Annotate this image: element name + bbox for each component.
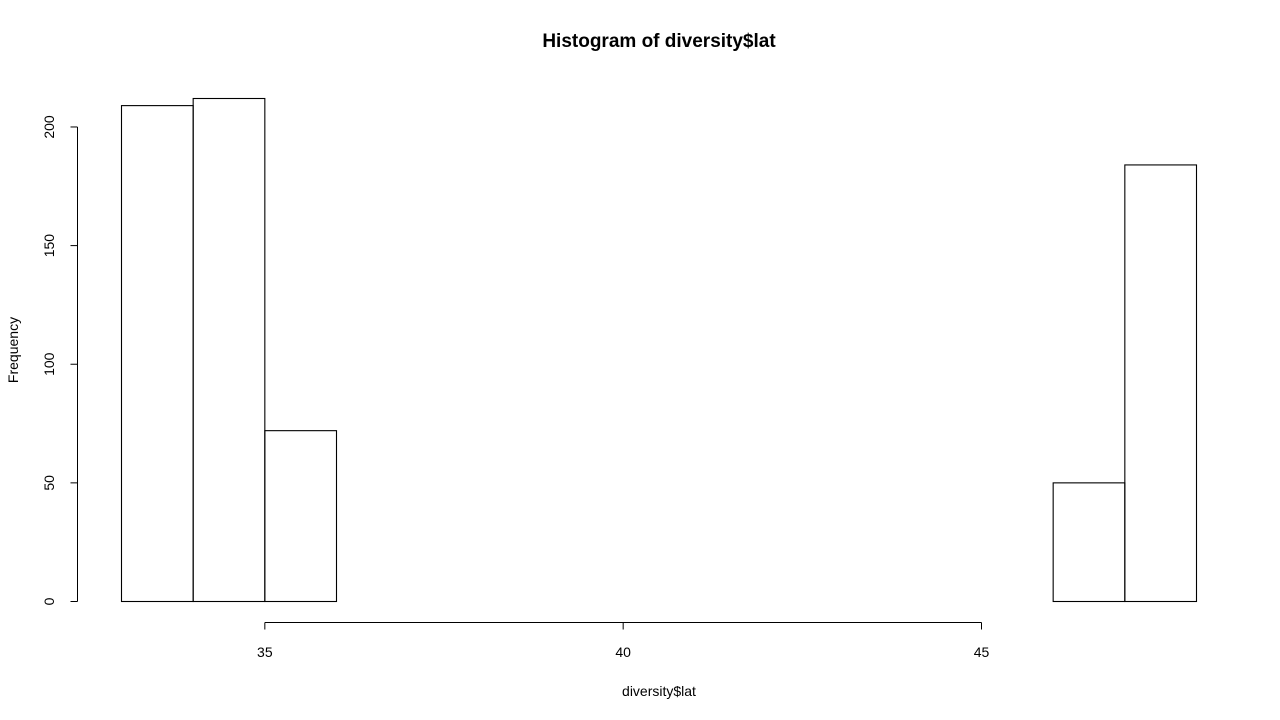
histogram-bar [1124,164,1198,603]
y-tick-label: 50 [41,475,57,491]
x-tick-label: 35 [257,644,273,660]
y-axis-label: Frequency [5,317,21,383]
y-tick-label: 200 [41,115,57,139]
histogram-bar [120,105,194,603]
y-tick-label: 0 [41,597,57,605]
y-tick-label: 150 [41,234,57,258]
x-tick-label: 40 [615,644,631,660]
histogram-bar [264,430,338,603]
histogram-bars [120,97,1198,603]
x-axis: 35 40 45 [257,622,990,660]
x-axis-label: diversity$lat [622,683,696,699]
x-tick-label: 45 [974,644,990,660]
histogram-bar [1052,482,1126,603]
y-tick-label: 100 [41,352,57,376]
y-axis: 0 50 100 150 200 [41,115,78,605]
chart-title: Histogram of diversity$lat [542,31,776,52]
histogram-bar [192,97,266,603]
